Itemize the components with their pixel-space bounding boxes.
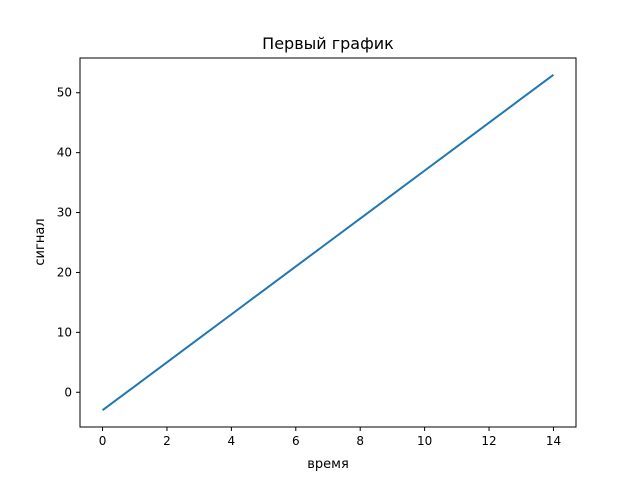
x-tick-label: 8	[356, 434, 364, 448]
x-tick-label: 10	[417, 434, 432, 448]
x-tick-label: 4	[228, 434, 236, 448]
x-axis-label: время	[307, 457, 349, 472]
y-tick-label: 40	[57, 146, 72, 160]
y-tick-label: 50	[57, 86, 72, 100]
y-axis-label: сигнал	[33, 218, 48, 265]
series-line	[101, 73, 555, 412]
y-tick-label: 30	[57, 206, 72, 220]
x-tick-label: 2	[163, 434, 171, 448]
y-tick-label: 0	[64, 385, 72, 399]
x-tick-label: 14	[546, 434, 561, 448]
x-tick-label: 12	[481, 434, 496, 448]
y-tick-label: 20	[57, 265, 72, 279]
x-tick-label: 0	[99, 434, 107, 448]
y-tick-label: 10	[57, 325, 72, 339]
axes-frame	[79, 57, 577, 428]
chart-title: Первый график	[262, 34, 394, 53]
x-tick-label: 6	[292, 434, 300, 448]
